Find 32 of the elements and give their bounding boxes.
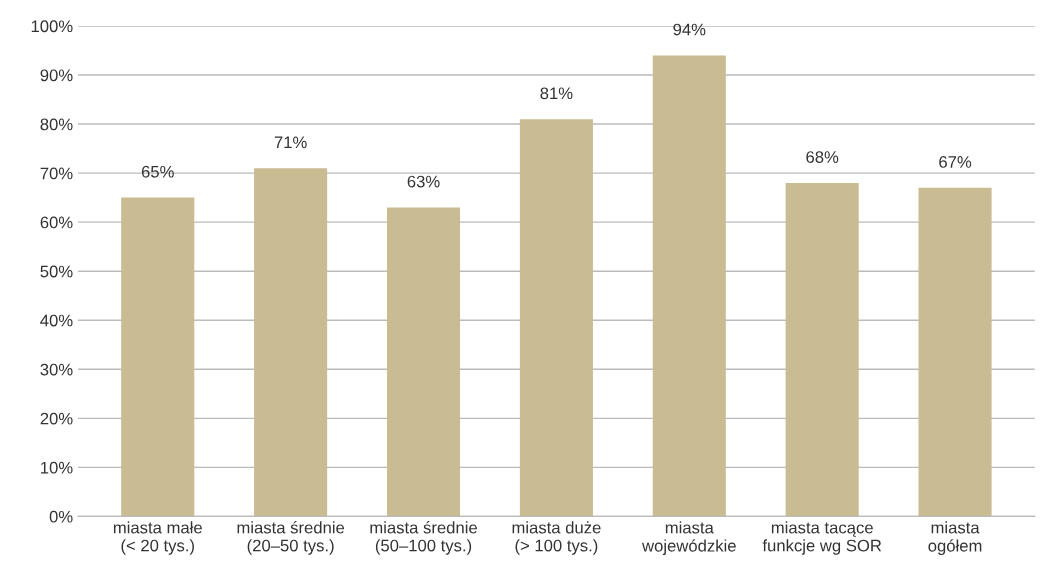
data-label: 68% (806, 151, 839, 163)
x-tick-label: miasta ogółem (928, 521, 982, 555)
bar (652, 55, 726, 517)
bar (918, 187, 992, 517)
bar (785, 182, 859, 517)
x-tick-label: miasta duże (> 100 tys.) (512, 521, 601, 555)
data-label: 65% (141, 165, 174, 178)
data-label: 81% (540, 87, 573, 100)
y-tick-label: 60% (40, 216, 73, 229)
y-tick-label: 30% (40, 363, 73, 376)
x-tick-label: miasta małe (< 20 tys.) (113, 521, 202, 555)
y-tick-label: 90% (40, 69, 73, 82)
x-tick-label: miasta wojewódzkie (642, 521, 736, 555)
y-tick-label: 20% (40, 412, 73, 425)
y-tick-label: 70% (40, 167, 73, 180)
y-tick-label: 40% (40, 314, 73, 327)
y-tick-label: 50% (40, 265, 73, 278)
data-label: 71% (274, 136, 307, 149)
data-label: 63% (407, 175, 440, 188)
data-label: 94% (673, 23, 706, 36)
bar (386, 207, 461, 517)
bar (254, 168, 328, 517)
bar (121, 197, 195, 517)
y-tick-label: 80% (40, 118, 73, 131)
x-tick-label: miasta średnie (20–50 tys.) (237, 521, 345, 555)
y-tick-label: 10% (41, 461, 73, 474)
x-tick-label: miasta tacące funkcje wg SOR (762, 521, 882, 555)
y-tick-label: 100% (31, 20, 73, 33)
data-label: 67% (939, 156, 972, 168)
bar (519, 119, 593, 517)
x-tick-label: miasta średnie (50–100 tys.) (370, 521, 477, 555)
y-tick-label: 0% (49, 510, 73, 523)
